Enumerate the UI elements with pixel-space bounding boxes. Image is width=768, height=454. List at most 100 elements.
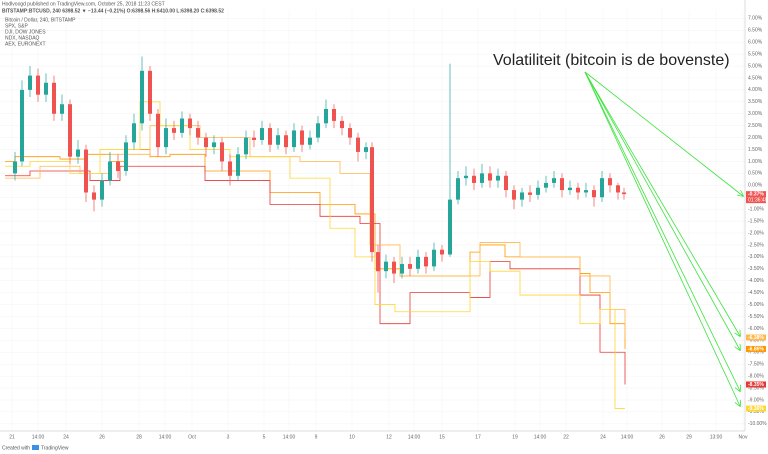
candle-body	[552, 178, 556, 183]
candle-body	[400, 264, 404, 274]
candle-body	[164, 128, 168, 148]
y-tick-label: -4.00%	[748, 278, 764, 284]
y-tick-label: 0.00%	[748, 183, 763, 189]
candle-body	[348, 128, 352, 138]
arrow	[584, 71, 740, 391]
y-tick-label: -6.50%	[748, 338, 764, 344]
y-tick-label: -4.50%	[748, 290, 764, 296]
x-tick-label: 14:00	[534, 434, 547, 440]
candle-body	[332, 108, 336, 121]
y-tick-label: 3.00%	[748, 111, 763, 117]
y-tick-label: -9.00%	[748, 397, 764, 403]
legend-entry: DJI, DOW JONES	[5, 29, 46, 35]
y-tick-label: -3.00%	[748, 254, 764, 260]
candle-body	[584, 190, 588, 193]
candle-body	[376, 252, 380, 272]
candle-body	[560, 178, 564, 191]
x-tick-label: 12	[386, 434, 392, 440]
candle-body	[592, 190, 596, 198]
x-tick-label: 14:00	[159, 434, 172, 440]
candle-body	[52, 82, 56, 114]
y-tick-label: 3.50%	[748, 99, 763, 105]
y-tick-label: 4.00%	[748, 87, 763, 93]
candle-body	[544, 182, 548, 188]
y-tick-label: -1.50%	[748, 218, 764, 224]
x-tick-label: 10	[349, 434, 355, 440]
candle-body	[416, 256, 420, 269]
x-tick-label: Nov	[739, 434, 748, 440]
candle-body	[220, 142, 224, 162]
y-tick-label: 5.50%	[748, 51, 763, 57]
x-tick-label: 9	[315, 434, 318, 440]
footer-brand: TradingView	[41, 445, 69, 451]
index-line	[5, 101, 625, 409]
candle-body	[616, 185, 620, 193]
price-badge	[746, 191, 766, 198]
candle-body	[600, 178, 604, 198]
y-tick-label: -1.00%	[748, 206, 764, 212]
y-tick-label: 5.00%	[748, 63, 763, 69]
x-tick-label: 26	[99, 434, 105, 440]
candle-body	[432, 249, 436, 267]
candle-body	[20, 89, 24, 162]
y-tick-label: -10.00%	[748, 421, 767, 427]
y-tick-label: 6.50%	[748, 28, 763, 34]
candle-body	[68, 104, 72, 157]
candle-body	[370, 147, 374, 253]
y-tick-label: 2.00%	[748, 135, 763, 141]
price-badge-label: -8.35%	[748, 382, 764, 388]
x-tick-label: 13:00	[710, 434, 723, 440]
candle-body	[60, 104, 64, 114]
y-tick-label: 2.50%	[748, 123, 763, 129]
price-badge	[746, 381, 766, 388]
countdown-badge	[746, 197, 766, 204]
y-tick-label: 1.00%	[748, 159, 763, 165]
candle-body	[188, 118, 192, 129]
candle-body	[608, 178, 612, 186]
candle-body	[456, 178, 460, 200]
index-lines	[5, 101, 626, 409]
candle-body	[384, 261, 388, 272]
y-tick-label: 6.00%	[748, 40, 763, 46]
candle-body	[100, 180, 104, 200]
candle-body	[520, 192, 524, 200]
x-tick-label: 15	[439, 434, 445, 440]
index-line	[5, 165, 626, 385]
arrow	[584, 71, 740, 336]
price-badge	[746, 405, 766, 412]
x-tick-label: 3	[227, 434, 230, 440]
candle-body	[356, 137, 360, 152]
index-line	[5, 125, 626, 338]
logo	[32, 445, 39, 450]
price-badge	[746, 334, 766, 341]
y-tick-label: 7.00%	[748, 16, 763, 22]
y-tick-label: -5.00%	[748, 302, 764, 308]
candle-body	[284, 135, 288, 148]
candle-body	[622, 192, 626, 195]
y-tick-label: -9.50%	[748, 409, 764, 415]
x-tick-label: 14:00	[283, 434, 296, 440]
candle-body	[228, 161, 232, 176]
price-badge	[746, 345, 766, 352]
legend-entry: Bitcoin / Dollar, 240, BITSTAMP	[5, 17, 76, 23]
candle-body	[172, 128, 176, 133]
candle-body	[148, 70, 152, 114]
candle-body	[480, 173, 484, 183]
candle-body	[464, 175, 468, 179]
candle-body	[364, 147, 368, 152]
published: Hodlvoogd published on TradingView.com, …	[2, 1, 165, 7]
index-line	[5, 149, 626, 349]
candle-body	[204, 137, 208, 148]
candle-body	[292, 130, 296, 148]
countdown: 01:36:48	[748, 197, 768, 203]
candle-body	[76, 149, 80, 157]
candle-body	[504, 175, 508, 191]
candle-body	[276, 135, 280, 145]
y-tick-label: -6.00%	[748, 326, 764, 332]
candle-body	[512, 190, 516, 200]
candle-body	[44, 82, 48, 95]
x-tick-label: 14:00	[408, 434, 421, 440]
x-tick-label: 24	[600, 434, 606, 440]
y-tick-label: -7.50%	[748, 362, 764, 368]
